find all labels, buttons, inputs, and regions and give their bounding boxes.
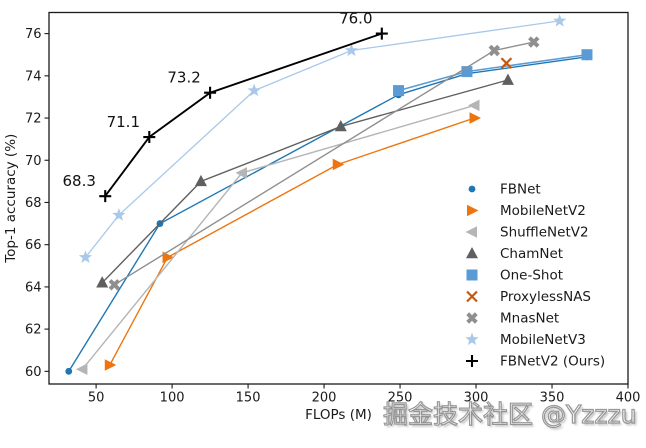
series-fbnetv2-ours (99, 27, 388, 203)
legend-item-mobilenetv3: MobileNetV3 (465, 332, 586, 348)
triangle-up-marker (194, 174, 207, 187)
triangle-left-marker (75, 363, 88, 376)
axis-ticks: 50 100 150 200 250 300 350 400 60 62 64 66 68 70 72 74 7… (25, 27, 640, 405)
square-marker (461, 66, 473, 78)
series-mobilenetv2 (104, 112, 482, 371)
legend-item-fbnetv2-ours: FBNetV2 (Ours) (466, 354, 605, 370)
x-tick-label: 100 (160, 391, 185, 406)
plus-marker (204, 86, 217, 99)
x-marker (500, 57, 513, 69)
triangle-left-marker (468, 99, 480, 112)
annotation-label: 76.0 (339, 10, 372, 28)
series-line (84, 20, 560, 258)
legend: FBNet MobileNetV2 ShuffleNetV2 ChamNet One-S… (465, 182, 605, 370)
legend-label: MnasNet (500, 311, 559, 327)
square-marker (581, 49, 593, 61)
star-marker (78, 250, 93, 264)
legend-label: FBNet (500, 182, 541, 198)
triangle-up-marker (334, 119, 347, 132)
y-tick-label: 76 (25, 27, 42, 42)
legend-item-shufflenetv2: ShuffleNetV2 (465, 225, 589, 241)
legend-item-one-shot: One-Shot (466, 268, 563, 284)
legend-label: ShuffleNetV2 (500, 225, 589, 241)
legend-item-fbnet: FBNet (468, 182, 541, 198)
triangle-up-marker (466, 247, 478, 259)
x-bold-marker (108, 279, 121, 291)
y-tick-label: 64 (25, 280, 42, 295)
star-marker (112, 208, 126, 221)
triangle-right-marker (104, 359, 117, 371)
legend-item-mobilenetv2: MobileNetV2 (467, 203, 586, 219)
y-axis-label: Top-1 accuracy (%) (3, 134, 19, 264)
y-tick-label: 70 (25, 154, 42, 169)
series-mobilenetv3 (78, 13, 567, 264)
x-tick-label: 400 (616, 391, 641, 406)
plus-marker (143, 131, 156, 144)
annotation-label: 68.3 (63, 172, 96, 190)
x-axis-label: FLOPs (M) (305, 407, 372, 423)
y-tick-label: 62 (25, 323, 42, 338)
legend-label: ProxylessNAS (500, 289, 591, 305)
star-marker (465, 332, 479, 346)
x-marker (466, 290, 478, 303)
legend-item-proxylessnas: ProxylessNAS (466, 289, 591, 305)
x-tick-label: 300 (464, 391, 489, 406)
series-shufflenetv2 (75, 99, 480, 376)
y-tick-label: 68 (25, 196, 42, 211)
triangle-up-marker (96, 276, 109, 288)
series-proxylessnas (500, 57, 513, 69)
circle-marker (65, 367, 73, 375)
square-marker (393, 85, 405, 97)
legend-label: MobileNetV2 (500, 203, 586, 219)
legend-label: ChamNet (500, 246, 563, 262)
x-tick-label: 250 (388, 391, 413, 406)
square-marker (466, 269, 478, 281)
star-marker (552, 13, 567, 27)
triangle-left-marker (235, 167, 247, 179)
star-marker (344, 43, 359, 57)
legend-item-mnasnet: MnasNet (466, 311, 559, 327)
x-tick-label: 150 (236, 391, 261, 406)
series-line (81, 104, 475, 370)
series-one-shot (393, 49, 593, 97)
triangle-up-marker (501, 73, 514, 85)
x-tick-label: 200 (312, 391, 337, 406)
x-tick-label: 350 (540, 391, 565, 406)
legend-label: FBNetV2 (Ours) (500, 354, 605, 370)
plus-marker (466, 355, 478, 367)
series-line (104, 32, 383, 197)
series-mnasnet (108, 36, 540, 291)
annotation-label: 73.2 (167, 69, 200, 87)
y-tick-label: 60 (25, 365, 42, 380)
series-line (109, 117, 475, 366)
y-tick-label: 66 (25, 238, 42, 253)
plot-border (48, 11, 629, 385)
y-tick-label: 72 (25, 112, 42, 127)
y-tick-label: 74 (25, 69, 42, 84)
triangle-right-marker (467, 204, 479, 217)
triangle-right-marker (332, 158, 345, 171)
plus-marker (99, 190, 112, 203)
legend-label: MobileNetV3 (500, 332, 586, 348)
legend-label: One-Shot (500, 268, 563, 284)
annotation-label: 71.1 (107, 113, 140, 131)
legend-item-chamnet: ChamNet (466, 246, 563, 262)
x-bold-marker (488, 44, 500, 57)
triangle-left-marker (465, 226, 477, 238)
plus-marker (375, 27, 388, 40)
series-line (101, 79, 509, 284)
star-marker (247, 83, 261, 97)
triangle-right-marker (162, 251, 175, 264)
x-bold-marker (466, 312, 478, 324)
annotations: 68.3 71.1 73.2 76.0 (63, 10, 373, 191)
x-tick-label: 50 (88, 391, 105, 406)
triangle-right-marker (469, 112, 482, 124)
x-bold-marker (528, 36, 540, 48)
circle-marker (468, 185, 476, 193)
series-chamnet (96, 73, 514, 288)
